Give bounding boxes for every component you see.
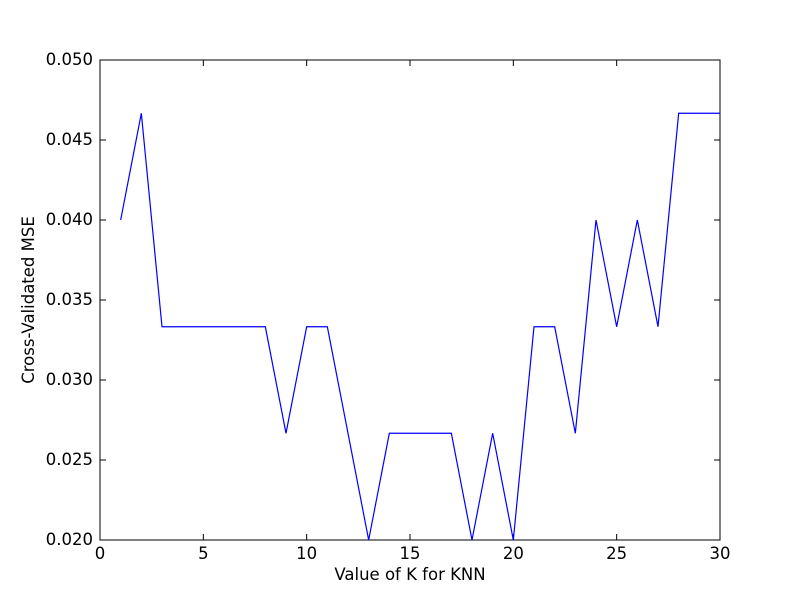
- x-tick-label: 0: [94, 544, 106, 563]
- y-tick-label: 0.050: [45, 50, 93, 69]
- plot-border: [99, 59, 721, 541]
- y-tick-label: 0.020: [45, 530, 93, 549]
- x-tick-label: 30: [709, 544, 731, 563]
- y-tick-label: 0.045: [45, 130, 93, 149]
- data-line: [120, 112, 720, 541]
- x-tick-label: 15: [399, 544, 421, 563]
- y-tick-label: 0.030: [45, 370, 93, 389]
- y-tick-label: 0.035: [45, 290, 93, 309]
- x-tick-label: 25: [606, 544, 628, 563]
- y-tick-label: 0.025: [45, 450, 93, 469]
- x-tick-label: 5: [198, 544, 209, 563]
- x-tick-label: 20: [502, 544, 524, 563]
- y-tick-label: 0.040: [45, 210, 93, 229]
- x-tick-label: 10: [296, 544, 318, 563]
- x-axis-label: Value of K for KNN: [334, 565, 486, 584]
